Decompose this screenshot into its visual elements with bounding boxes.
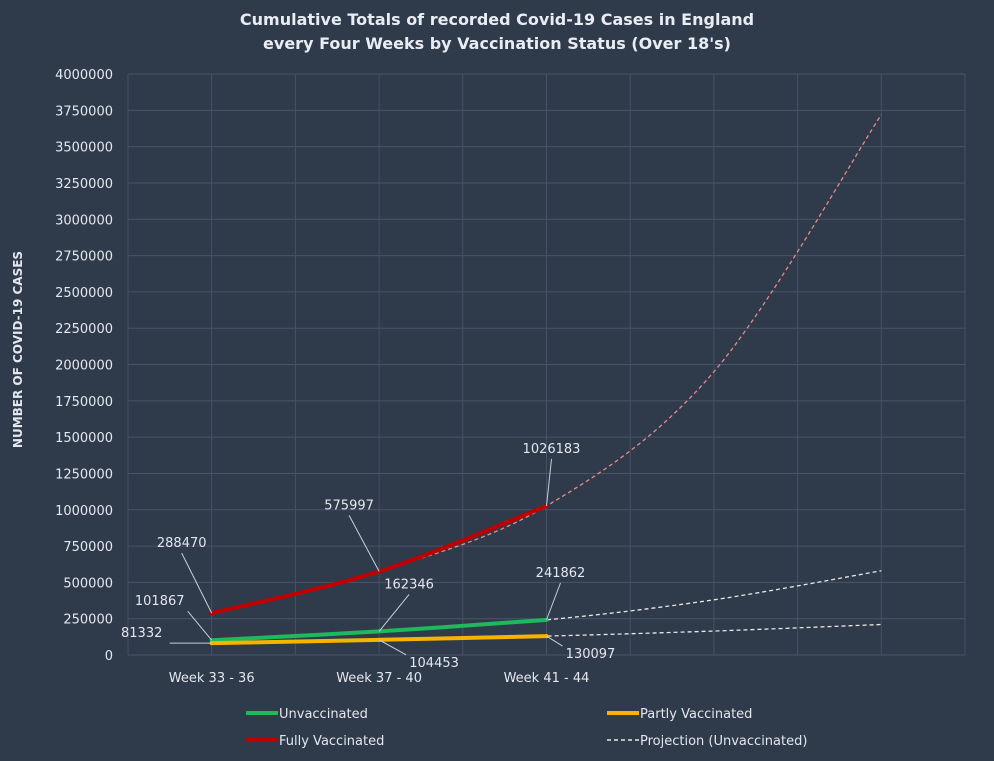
y-tick-label: 3500000 — [55, 141, 113, 156]
y-tick-label: 500000 — [63, 576, 113, 591]
y-tick-label: 2750000 — [55, 250, 113, 265]
legend-label: Unvaccinated — [279, 707, 368, 722]
y-tick-label: 1000000 — [55, 504, 113, 519]
y-tick-label: 0 — [105, 649, 113, 664]
legend-label: Partly Vaccinated — [640, 707, 752, 722]
y-tick-label: 250000 — [63, 613, 113, 628]
x-category-label: Week 37 - 40 — [336, 671, 422, 686]
projection-line-proj-fully — [211, 114, 882, 614]
y-tick-label: 1500000 — [55, 431, 113, 446]
y-tick-label: 2000000 — [55, 359, 113, 374]
y-tick-label: 1250000 — [55, 467, 113, 482]
y-tick-label: 2250000 — [55, 322, 113, 337]
data-label-unvaccinated: 101867 — [135, 594, 185, 609]
data-label-unvaccinated: 162346 — [384, 577, 434, 592]
data-label-fully: 575997 — [324, 498, 374, 513]
y-tick-label: 3250000 — [55, 177, 113, 192]
chart-title-line: Cumulative Totals of recorded Covid-19 C… — [240, 10, 754, 29]
data-label-leader — [546, 458, 552, 506]
data-label-leader — [546, 635, 563, 647]
data-label-fully: 1026183 — [523, 442, 581, 457]
y-tick-label: 3750000 — [55, 104, 113, 119]
data-label-partly: 104453 — [409, 656, 459, 671]
data-label-leader — [187, 610, 213, 641]
y-tick-label: 2500000 — [55, 286, 113, 301]
data-label-leader — [378, 594, 410, 632]
data-label-unvaccinated: 241862 — [536, 566, 586, 581]
y-tick-label: 4000000 — [55, 68, 113, 83]
y-tick-label: 1750000 — [55, 395, 113, 410]
legend-label: Projection (Unvaccinated) — [640, 734, 807, 749]
y-tick-label: 750000 — [63, 540, 113, 555]
data-label-leader — [378, 639, 407, 656]
data-label-leader — [181, 552, 213, 614]
data-label-partly: 130097 — [566, 647, 616, 662]
data-label-fully: 288470 — [157, 536, 207, 551]
data-label-leader — [546, 582, 561, 621]
y-tick-label: 3000000 — [55, 213, 113, 228]
chart-title-line: every Four Weeks by Vaccination Status (… — [263, 34, 731, 53]
y-axis-title: NUMBER OF COVID-19 CASES — [11, 251, 25, 448]
x-category-label: Week 33 - 36 — [169, 671, 255, 686]
data-label-leader — [348, 515, 380, 572]
legend-label: Fully Vaccinated — [279, 734, 384, 749]
x-category-label: Week 41 - 44 — [504, 671, 590, 686]
data-label-partly: 81332 — [121, 626, 162, 641]
